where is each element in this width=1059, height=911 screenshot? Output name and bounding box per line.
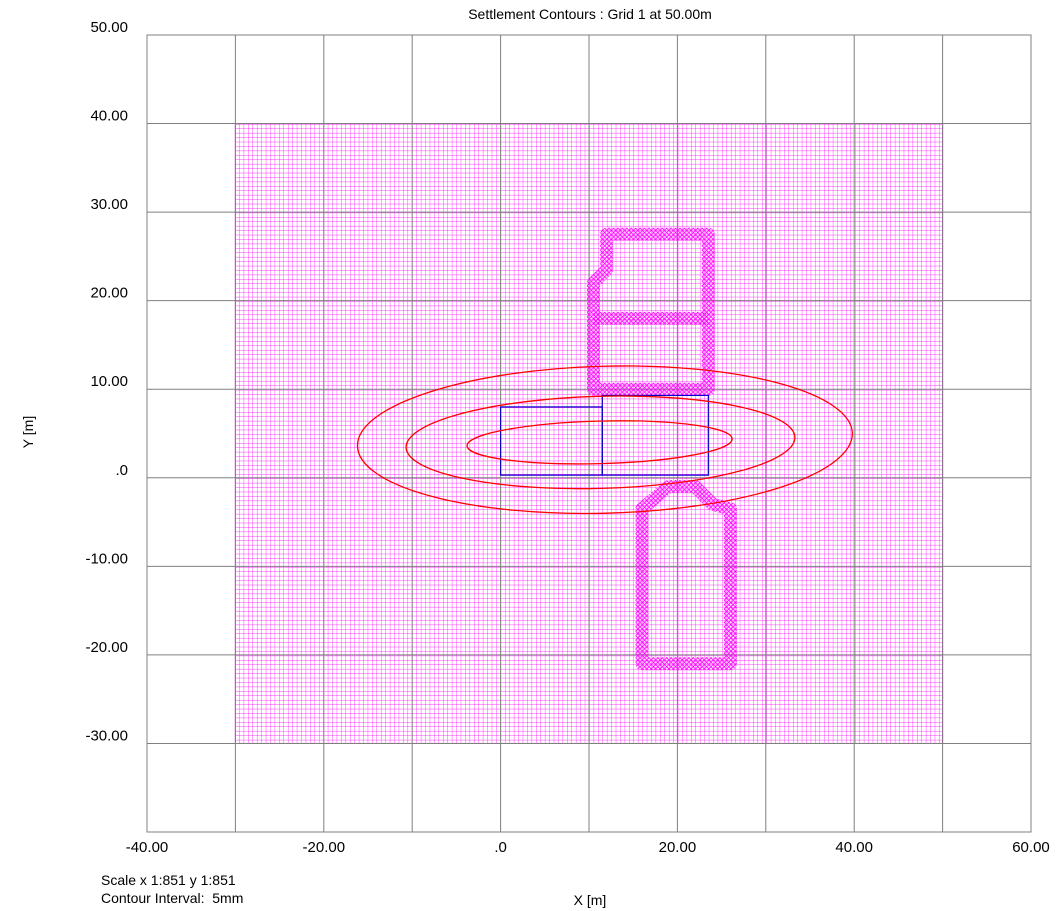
y-tick-label: .0 <box>115 462 128 479</box>
x-tick-label: 60.00 <box>1012 839 1050 856</box>
settlement-contour <box>466 420 733 465</box>
x-axis-label: X [m] <box>574 892 607 908</box>
settlement-contour <box>405 395 796 490</box>
chart-title: Settlement Contours : Grid 1 at 50.00m <box>468 6 712 22</box>
settlement-contour <box>356 365 854 515</box>
y-tick-label: -30.00 <box>85 727 128 744</box>
tick-label-layer: -40.00 -20.00 .0 20.00 40.00 60.00 -30.00 -20.0… <box>85 19 1049 856</box>
contour-layer <box>356 365 854 515</box>
contour-interval-text: Contour Interval: 5mm <box>101 890 243 906</box>
y-tick-label: -20.00 <box>85 639 128 656</box>
x-tick-label: 40.00 <box>835 839 873 856</box>
y-tick-label: 40.00 <box>90 108 128 125</box>
x-tick-label: -20.00 <box>303 839 346 856</box>
y-tick-label: 30.00 <box>90 196 128 213</box>
building-outline <box>635 480 737 671</box>
scale-text: Scale x 1:851 y 1:851 <box>101 872 236 888</box>
plot-frame <box>146 34 1032 833</box>
y-tick-label: 20.00 <box>90 285 128 302</box>
building-outline <box>586 227 715 396</box>
x-tick-label: 20.00 <box>659 839 697 856</box>
load-area <box>601 394 709 476</box>
y-tick-label: -10.00 <box>85 550 128 567</box>
marker-layer <box>586 227 737 671</box>
y-tick-label: 50.00 <box>90 19 128 36</box>
y-tick-label: 10.00 <box>90 373 128 390</box>
x-tick-label: .0 <box>494 839 507 856</box>
load-area-layer <box>500 394 709 476</box>
x-tick-label: -40.00 <box>126 839 169 856</box>
y-axis-label: Y [m] <box>20 416 36 448</box>
